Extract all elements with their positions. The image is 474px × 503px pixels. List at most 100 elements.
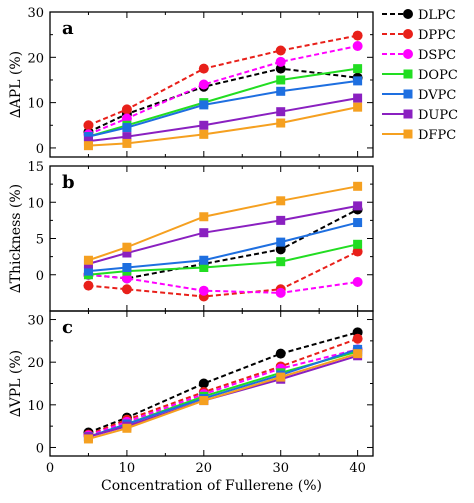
y-axis-label: ∆VPL (%) (8, 350, 24, 417)
legend-label: DOPC (418, 68, 458, 83)
data-point (275, 287, 286, 298)
data-point (199, 100, 209, 110)
data-point (199, 120, 209, 130)
series-dvpc (83, 76, 363, 142)
data-point (276, 107, 286, 117)
data-point (352, 40, 363, 51)
data-point (83, 434, 93, 444)
legend-label: DFPC (418, 128, 456, 143)
data-point (352, 333, 363, 344)
data-point (199, 212, 209, 222)
series-line (88, 331, 358, 434)
data-point (353, 64, 363, 74)
legend-marker (403, 49, 413, 59)
x-tick-label: 20 (196, 461, 213, 476)
data-point (352, 30, 363, 41)
legend-label: DVPC (418, 88, 456, 103)
panel-frame (49, 165, 374, 312)
legend-entry-dspc: DSPC (382, 48, 456, 63)
panel-frame (49, 11, 374, 158)
legend-label: DPPC (418, 28, 456, 43)
legend-marker (403, 29, 413, 39)
legend-marker (403, 9, 413, 19)
data-point (122, 132, 132, 142)
legend-entry-dppc: DPPC (382, 28, 456, 43)
legend-marker (403, 69, 413, 79)
legend-entry-dupc: DUPC (382, 108, 458, 123)
data-point (353, 93, 363, 103)
data-point (276, 75, 286, 85)
series-dupc (83, 201, 363, 269)
data-point (353, 349, 363, 359)
chart-panels: 0 10 20 30 a ∆APL (%) 0 5 10 15 b ∆Thickness (%) 0 10… (8, 6, 374, 494)
y-tick-label: 10 (27, 97, 44, 112)
x-tick-label: 30 (272, 461, 289, 476)
legend-label: DUPC (418, 108, 458, 123)
data-point (353, 181, 363, 191)
legend-entry-dfpc: DFPC (382, 128, 456, 143)
data-point (83, 266, 93, 276)
legend-entry-dlpc: DLPC (382, 8, 456, 23)
data-point (276, 86, 286, 96)
data-point (275, 45, 286, 56)
y-tick-label: 0 (36, 441, 44, 456)
legend-entry-dvpc: DVPC (382, 88, 456, 103)
data-point (121, 273, 132, 284)
x-axis-label: Concentration of Fullerene (%) (101, 478, 322, 494)
data-point (122, 123, 132, 133)
y-tick-label: 10 (27, 196, 44, 211)
y-tick-label: 10 (27, 399, 44, 414)
data-point (352, 246, 363, 257)
legend-marker (403, 129, 413, 139)
data-point (83, 120, 94, 131)
data-point (353, 76, 363, 86)
legend-entry-dopc: DOPC (382, 68, 458, 83)
data-point (83, 280, 94, 291)
data-point (199, 228, 209, 238)
panel-b: 0 5 10 15 b ∆Thickness (%) (8, 160, 374, 312)
y-axis-label: ∆APL (%) (8, 51, 24, 118)
data-point (199, 263, 209, 272)
data-point (275, 348, 286, 359)
panel-letter: a (62, 18, 74, 39)
data-point (353, 218, 363, 228)
panel-letter: c (62, 317, 73, 338)
data-point (198, 285, 209, 296)
data-point (352, 277, 363, 287)
x-tick-label: 0 (46, 461, 54, 476)
panel-a: 0 10 20 30 a ∆APL (%) (8, 6, 374, 158)
data-point (83, 141, 93, 151)
y-tick-label: 20 (27, 51, 44, 66)
y-tick-label: 0 (36, 142, 44, 157)
data-point (199, 396, 209, 406)
data-point (122, 263, 132, 272)
chart-legend: DLPC DPPC DSPC DOPC DVPC DUPC DFPC (382, 8, 458, 143)
data-point (199, 129, 209, 139)
y-tick-label: 30 (27, 6, 44, 21)
y-tick-label: 20 (27, 356, 44, 371)
data-point (353, 201, 363, 211)
series-line (88, 45, 358, 136)
series-dfpc (83, 181, 363, 265)
series-dfpc (83, 349, 363, 444)
y-axis-label: ∆Thickness (%) (8, 184, 24, 293)
series-dppc (83, 30, 363, 131)
y-tick-label: 15 (27, 160, 44, 175)
data-point (353, 102, 363, 112)
data-point (198, 63, 209, 74)
data-point (121, 284, 132, 295)
legend-marker (403, 89, 413, 99)
data-point (276, 237, 286, 247)
data-point (353, 239, 363, 249)
data-point (83, 255, 93, 265)
legend-label: DSPC (418, 48, 456, 63)
data-point (121, 104, 132, 115)
x-tick-label: 10 (119, 461, 136, 476)
data-point (275, 56, 286, 67)
series-dppc (83, 246, 363, 302)
panel-c: 0 10 20 30 0 10 20 30 40 c ∆VPL (%) Concentration o… (8, 310, 374, 494)
series-dupc (83, 93, 363, 146)
y-tick-label: 0 (36, 269, 44, 284)
data-point (122, 242, 132, 252)
